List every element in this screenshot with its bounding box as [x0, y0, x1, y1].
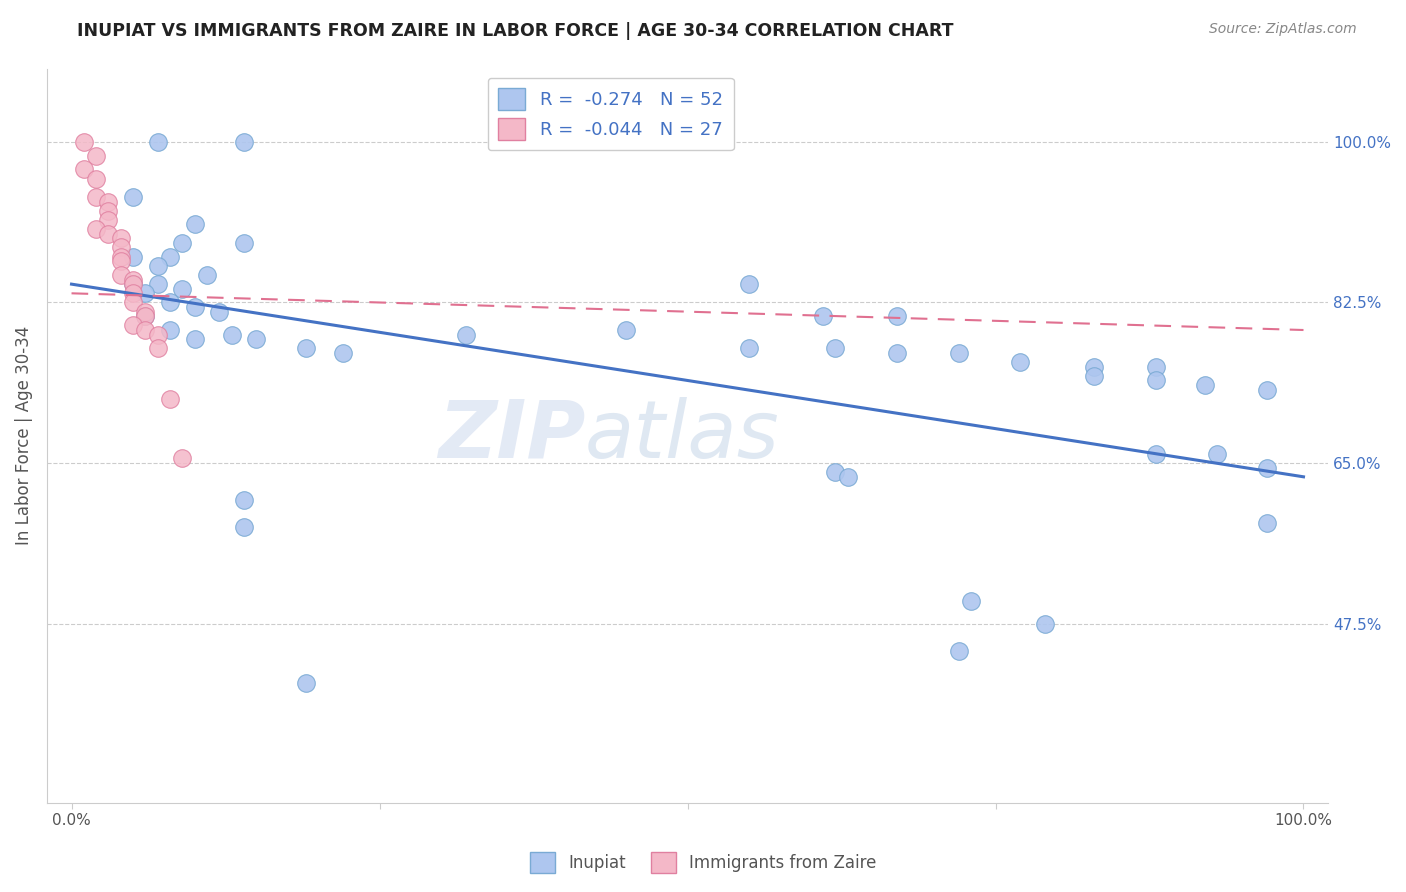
Point — [233, 492, 256, 507]
Point — [159, 295, 181, 310]
Point — [159, 250, 181, 264]
Legend: Inupiat, Immigrants from Zaire: Inupiat, Immigrants from Zaire — [523, 846, 883, 880]
Point — [146, 327, 169, 342]
Text: atlas: atlas — [585, 397, 780, 475]
Point — [1256, 383, 1278, 397]
Y-axis label: In Labor Force | Age 30-34: In Labor Force | Age 30-34 — [15, 326, 32, 545]
Text: INUPIAT VS IMMIGRANTS FROM ZAIRE IN LABOR FORCE | AGE 30-34 CORRELATION CHART: INUPIAT VS IMMIGRANTS FROM ZAIRE IN LABO… — [77, 22, 953, 40]
Point — [1256, 516, 1278, 530]
Point — [84, 171, 107, 186]
Point — [1144, 374, 1167, 388]
Point — [824, 465, 846, 479]
Point — [948, 644, 970, 658]
Point — [84, 222, 107, 236]
Point — [122, 277, 145, 292]
Point — [960, 593, 983, 607]
Point — [110, 240, 132, 254]
Point — [172, 451, 194, 466]
Text: ZIP: ZIP — [437, 397, 585, 475]
Point — [738, 342, 761, 356]
Point — [195, 268, 218, 282]
Point — [84, 190, 107, 204]
Point — [159, 392, 181, 406]
Point — [97, 227, 120, 241]
Point — [134, 310, 156, 324]
Point — [233, 235, 256, 250]
Point — [233, 520, 256, 534]
Point — [172, 235, 194, 250]
Point — [824, 342, 846, 356]
Point — [159, 323, 181, 337]
Point — [84, 149, 107, 163]
Point — [1033, 616, 1056, 631]
Point — [294, 342, 316, 356]
Point — [146, 342, 169, 356]
Point — [948, 346, 970, 360]
Point — [738, 277, 761, 292]
Point — [134, 304, 156, 318]
Point — [1256, 460, 1278, 475]
Point — [134, 310, 156, 324]
Point — [122, 250, 145, 264]
Point — [122, 286, 145, 301]
Point — [73, 162, 96, 177]
Point — [134, 286, 156, 301]
Point — [245, 332, 267, 346]
Point — [97, 203, 120, 218]
Point — [837, 470, 859, 484]
Point — [1083, 359, 1105, 374]
Point — [811, 310, 834, 324]
Point — [1144, 359, 1167, 374]
Point — [146, 277, 169, 292]
Point — [110, 250, 132, 264]
Point — [122, 318, 145, 333]
Text: Source: ZipAtlas.com: Source: ZipAtlas.com — [1209, 22, 1357, 37]
Point — [1010, 355, 1032, 369]
Point — [110, 268, 132, 282]
Point — [221, 327, 243, 342]
Point — [183, 300, 205, 314]
Point — [1194, 378, 1216, 392]
Point — [332, 346, 354, 360]
Point — [233, 135, 256, 149]
Point — [146, 259, 169, 273]
Point — [183, 332, 205, 346]
Point — [122, 190, 145, 204]
Point — [454, 327, 477, 342]
Point — [183, 218, 205, 232]
Point — [614, 323, 637, 337]
Point — [1083, 368, 1105, 383]
Point — [886, 346, 908, 360]
Point — [110, 254, 132, 268]
Point — [122, 295, 145, 310]
Point — [172, 282, 194, 296]
Point — [886, 310, 908, 324]
Point — [110, 231, 132, 245]
Point — [1144, 447, 1167, 461]
Point — [294, 676, 316, 690]
Point — [208, 304, 231, 318]
Point — [122, 272, 145, 286]
Point — [146, 135, 169, 149]
Point — [1206, 447, 1229, 461]
Legend: R =  -0.274   N = 52, R =  -0.044   N = 27: R = -0.274 N = 52, R = -0.044 N = 27 — [488, 78, 734, 151]
Point — [134, 323, 156, 337]
Point — [97, 194, 120, 209]
Point — [122, 277, 145, 292]
Point — [73, 135, 96, 149]
Point — [97, 213, 120, 227]
